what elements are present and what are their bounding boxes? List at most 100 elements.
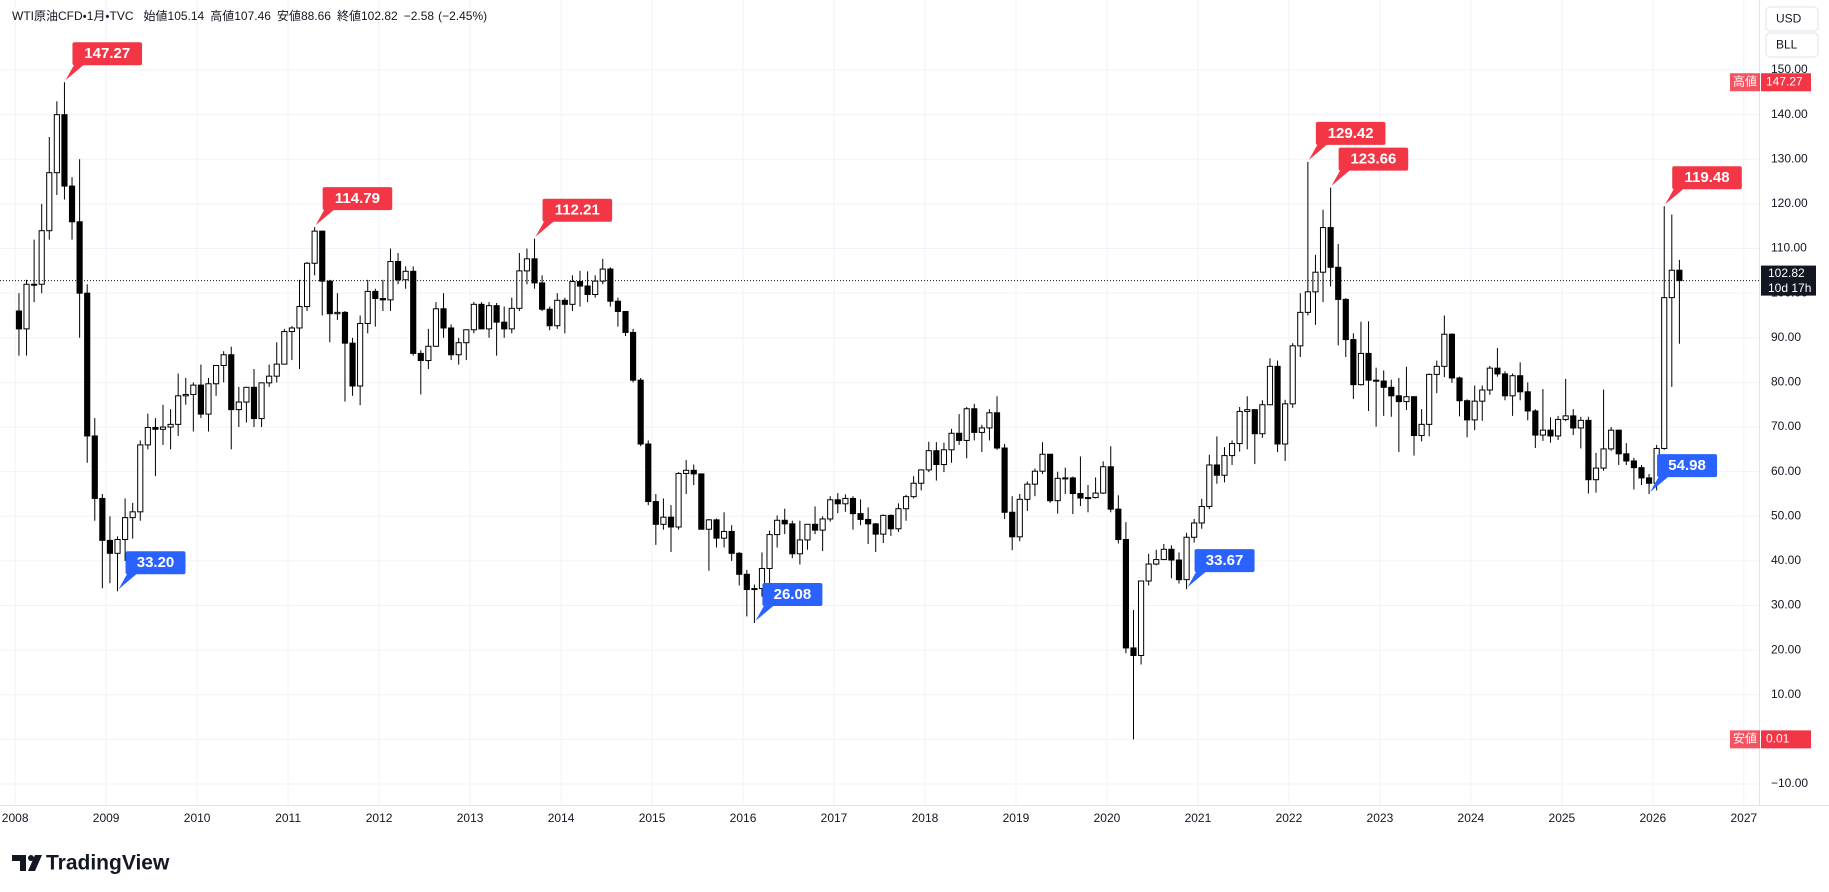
tag-value-box (1761, 730, 1811, 749)
tag-value: 147.27 (1766, 74, 1803, 88)
ohlc-name: 高値 (210, 8, 234, 23)
currency[interactable]: USD (1776, 12, 1802, 26)
candle-body (250, 386, 258, 420)
candle-body (122, 517, 129, 540)
tag-name: 高値 (1733, 73, 1757, 88)
y-tick-label: 40.00 (1771, 553, 1801, 567)
candle-body (175, 395, 182, 425)
candle-body (1517, 375, 1524, 393)
candle-body (235, 401, 242, 411)
candle-body (114, 538, 121, 554)
candle-body (1282, 403, 1289, 445)
candle-body (1266, 365, 1274, 406)
logo-icon (28, 855, 34, 861)
candle-body (61, 114, 68, 187)
x-tick-label: 2014 (548, 811, 575, 825)
y-tick-label: 20.00 (1771, 642, 1801, 656)
y-tick-label: 150.00 (1771, 62, 1808, 76)
candle-body (1024, 483, 1031, 500)
candle-body (129, 511, 136, 519)
candle-body (849, 497, 857, 515)
candle-body (1608, 429, 1615, 450)
candle-body (1206, 464, 1213, 507)
annotation-label: 112.21 (555, 202, 600, 219)
candle-body (311, 230, 318, 264)
currency-box[interactable] (1765, 6, 1819, 32)
y-tick-label: 80.00 (1771, 375, 1801, 389)
brand-logo: TradingView (12, 852, 170, 875)
candle-body (394, 260, 402, 281)
candle-body (402, 270, 409, 281)
candle-body (720, 530, 728, 539)
annotation-pointer (1187, 571, 1207, 588)
candle-body (1426, 373, 1433, 425)
candle-body (1259, 404, 1266, 435)
candle-body (1297, 311, 1304, 347)
unit[interactable]: BLL (1776, 38, 1798, 52)
candle-body (68, 185, 76, 223)
candle-body (99, 497, 106, 541)
candle-body (341, 311, 349, 344)
candle-body (630, 331, 637, 381)
unit-box[interactable] (1765, 32, 1819, 58)
overlay: 147.27 33.20 114.79 112.21 26.08 33.67 129.42 1… (0, 42, 1759, 622)
candle-body (1555, 418, 1562, 437)
candle-body (106, 539, 114, 554)
y-tick-label: 140.00 (1771, 107, 1808, 121)
annotation-label: 129.42 (1328, 125, 1374, 142)
candle-body (1577, 419, 1584, 429)
candle-body (1350, 339, 1357, 386)
candle-body (918, 469, 925, 484)
candle-body (766, 534, 773, 569)
candle-body (84, 292, 91, 437)
candle-body (948, 432, 955, 451)
candle-body (501, 321, 508, 330)
annotation-box (125, 551, 186, 575)
candle-body (1062, 477, 1069, 480)
candle-body (690, 469, 697, 475)
candle-body (1236, 410, 1243, 445)
tag-name-box (1730, 73, 1760, 92)
change-pct: (−2.45%) (438, 9, 487, 23)
y-tick-label: 90.00 (1771, 330, 1801, 344)
candle-body (827, 499, 834, 520)
candle-body (205, 383, 212, 415)
candle-body (1069, 477, 1076, 495)
brand: TradingView (46, 852, 170, 875)
candle-body (1441, 333, 1448, 367)
annotation-box (72, 42, 143, 66)
candle-body (1486, 367, 1493, 391)
candle-body (1092, 492, 1099, 499)
candle-body (1160, 548, 1167, 561)
candle-body (1031, 470, 1039, 485)
x-tick-label: 2008 (2, 811, 29, 825)
candle-body (584, 285, 591, 296)
logo-icon (12, 855, 26, 871)
candle-body (546, 308, 553, 327)
y-tick-label: −10.00 (1771, 776, 1808, 790)
ohlc-value: 102.82 (361, 9, 398, 23)
x-tick-label: 2023 (1367, 811, 1394, 825)
annotation-label: 54.98 (1668, 457, 1706, 474)
annotation-box (1338, 147, 1409, 171)
candle-body (38, 230, 45, 285)
candle-body (1130, 647, 1137, 657)
candle-body (645, 443, 652, 503)
candle-body (1592, 467, 1600, 481)
candle-body (1175, 559, 1183, 581)
candle-body (364, 290, 371, 325)
candle-body (1047, 453, 1054, 502)
candle-body (493, 305, 500, 323)
candle-body (857, 513, 864, 520)
candle-body (637, 379, 644, 445)
x-tick-label: 2016 (730, 811, 757, 825)
candle-body (1009, 511, 1016, 538)
candle-body (1630, 460, 1637, 469)
candle-body (880, 514, 887, 535)
candle-body (303, 262, 311, 308)
candle-body (1107, 466, 1114, 510)
candle-body (1448, 333, 1456, 379)
tag-name: 安値 (1733, 731, 1757, 746)
candle-body (1661, 297, 1668, 449)
